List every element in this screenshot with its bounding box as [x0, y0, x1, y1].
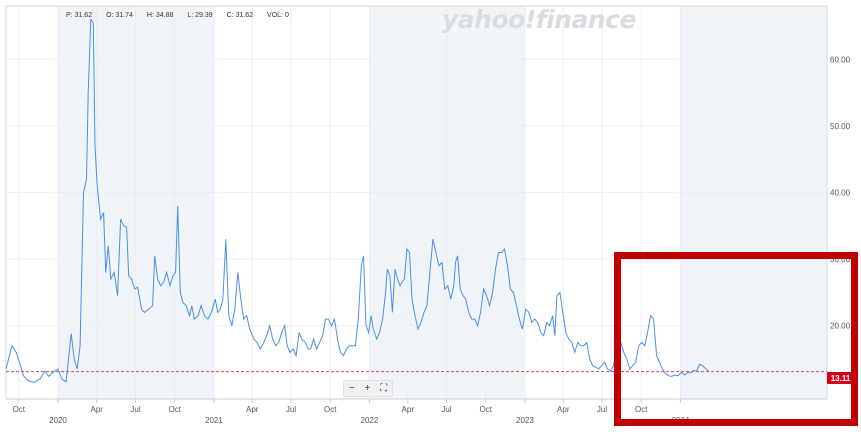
- x-tick-year-label: 2023: [516, 416, 534, 425]
- ohlc-o: O: 31.74: [106, 12, 133, 19]
- zoom-in-button[interactable]: +: [364, 382, 371, 394]
- y-tick-label: 30.00: [830, 255, 851, 264]
- y-tick-label: 60.00: [830, 55, 851, 64]
- ohlc-vol: VOL: 0: [267, 12, 289, 19]
- x-tick-year-label: 2020: [49, 416, 67, 425]
- zoom-out-button[interactable]: −: [348, 382, 355, 394]
- x-tick-month-label: Oct: [324, 405, 337, 414]
- x-tick-month-label: Oct: [168, 405, 181, 414]
- x-tick-month-label: Oct: [13, 405, 26, 414]
- year-shading-bands: [57, 6, 827, 399]
- x-tick-month-label: Apr: [91, 405, 104, 414]
- x-tick-month-label: Oct: [635, 405, 648, 414]
- shaded-band-2: [680, 6, 827, 399]
- x-tick-year-label: 2021: [205, 416, 223, 425]
- x-axis: Oct 2020 Apr Jul Oct 2021 Apr Jul Oct 2022 Apr Jul O…: [6, 398, 827, 425]
- ohlc-l: L: 29.39: [187, 12, 213, 19]
- ohlc-p: P: 31.62: [66, 12, 93, 19]
- y-tick-label: 40.00: [830, 189, 851, 198]
- yahoo-finance-watermark: yahoo!finance: [442, 5, 636, 34]
- x-tick-year-label: 2022: [361, 416, 379, 425]
- y-axis: 20.00 30.00 40.00 50.00 60.00: [830, 55, 851, 330]
- x-tick-month-label: Jul: [286, 405, 296, 414]
- zoom-reset-icon[interactable]: ⛶: [380, 382, 388, 394]
- x-tick-month-label: Jul: [130, 405, 140, 414]
- x-tick-month-label: Apr: [557, 405, 570, 414]
- zoom-controls: − + ⛶: [343, 380, 393, 397]
- ohlc-readout: P: 31.62 O: 31.74 H: 34.88 L: 29.39 C: 3…: [66, 12, 301, 19]
- ohlc-c: C: 31.62: [226, 12, 254, 19]
- shaded-band-1: [369, 6, 525, 399]
- price-line[interactable]: [5, 17, 710, 383]
- x-tick-month-label: Jul: [441, 405, 451, 414]
- y-tick-label: 20.00: [830, 322, 851, 331]
- current-price-tag: 13.11: [827, 372, 854, 384]
- ohlc-h: H: 34.88: [146, 12, 174, 19]
- x-tick-month-label: Apr: [246, 405, 259, 414]
- x-tick-month-label: Jul: [597, 405, 607, 414]
- y-tick-label: 50.00: [830, 122, 851, 131]
- chart-grid: [6, 6, 827, 399]
- x-tick-month-label: Apr: [402, 405, 415, 414]
- x-tick-year-label: 2024: [672, 416, 690, 425]
- x-tick-month-label: Oct: [480, 405, 493, 414]
